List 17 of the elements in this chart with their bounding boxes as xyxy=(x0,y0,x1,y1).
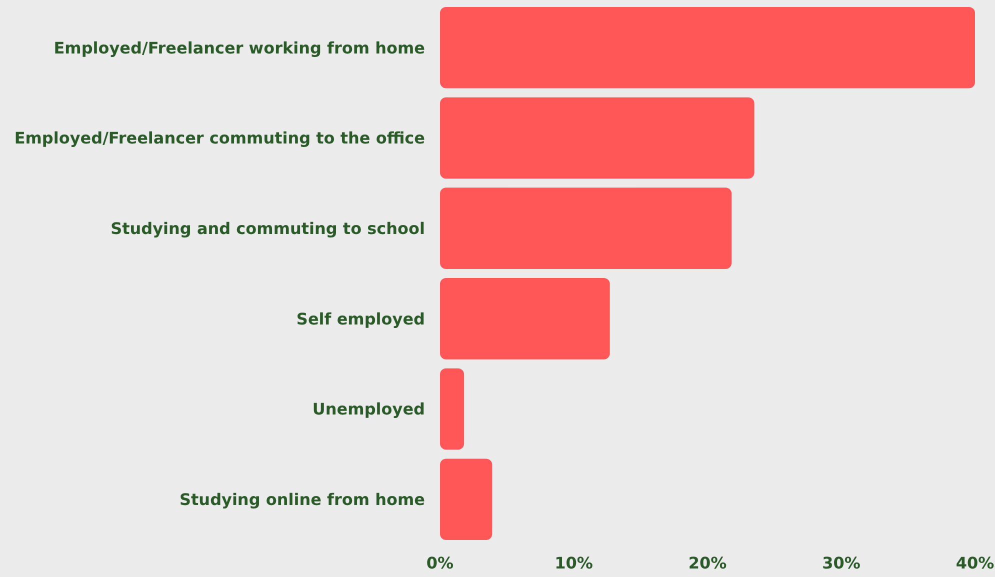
x-tick-label: 40% xyxy=(956,554,994,573)
x-tick-label: 30% xyxy=(822,554,860,573)
x-tick-label: 10% xyxy=(554,554,593,573)
bar xyxy=(440,458,492,540)
y-tick-label: Studying and commuting to school xyxy=(110,218,425,238)
bar xyxy=(440,278,610,360)
bar xyxy=(440,7,975,88)
bar xyxy=(440,188,732,269)
y-tick-label: Studying online from home xyxy=(180,490,426,509)
bar xyxy=(440,97,754,179)
y-tick-label: Unemployed xyxy=(312,400,425,419)
y-tick-label: Employed/Freelancer commuting to the office xyxy=(14,128,426,148)
x-tick-label: 20% xyxy=(688,554,727,573)
y-tick-label: Self employed xyxy=(296,309,425,328)
bar xyxy=(440,368,464,450)
y-tick-label: Employed/Freelancer working from home xyxy=(54,38,426,58)
x-tick-label: 0% xyxy=(426,554,454,573)
